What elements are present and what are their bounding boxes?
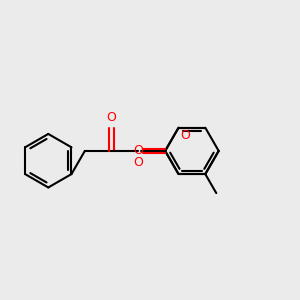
Text: O: O bbox=[134, 144, 143, 158]
Text: O: O bbox=[107, 111, 117, 124]
Text: O: O bbox=[180, 129, 190, 142]
Text: O: O bbox=[134, 156, 143, 169]
